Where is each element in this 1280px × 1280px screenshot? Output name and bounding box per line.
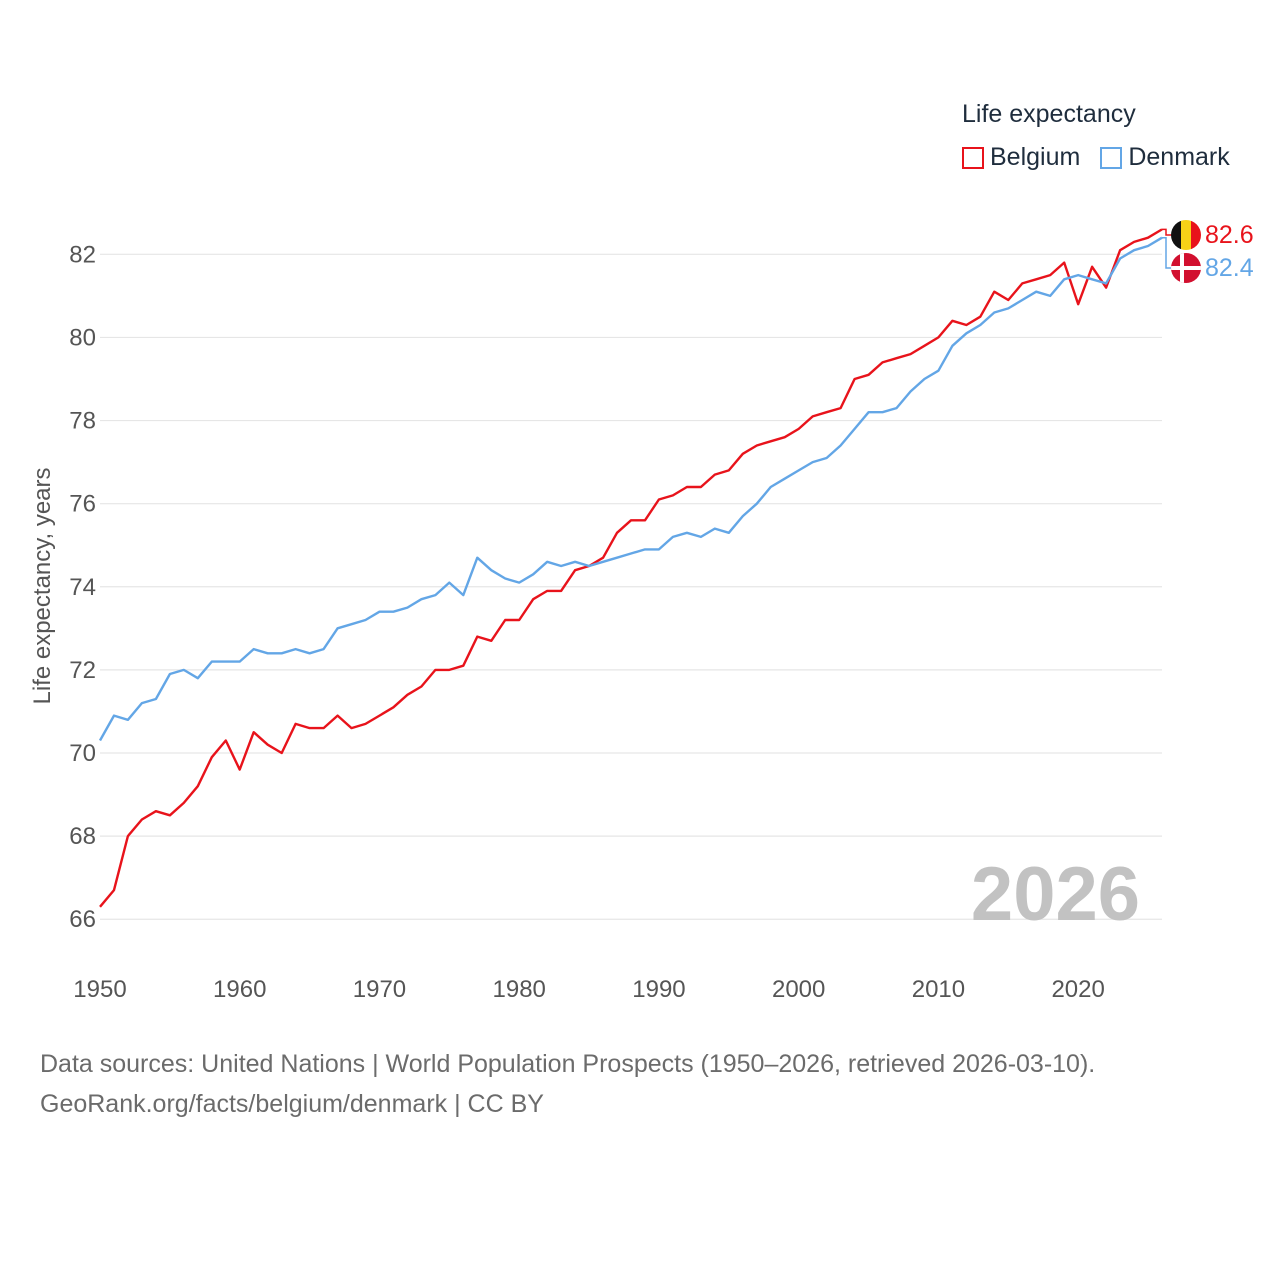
x-tick-label: 1960: [213, 976, 266, 1003]
x-tick-label: 2020: [1051, 976, 1104, 1003]
y-tick-label: 66: [69, 906, 96, 933]
x-tick-label: 1990: [632, 976, 685, 1003]
legend-swatch-belgium: [962, 146, 984, 169]
x-tick-label: 1970: [353, 976, 406, 1003]
y-tick-label: 82: [69, 241, 96, 268]
legend: Belgium Denmark: [962, 143, 1250, 172]
y-axis-label: Life expectancy, years: [29, 467, 56, 704]
denmark-flag-icon: [1171, 253, 1201, 283]
end-connector-belgium: [1162, 228, 1172, 236]
legend-item-denmark[interactable]: Denmark: [1100, 143, 1230, 172]
footer: Data sources: United Nations | World Pop…: [40, 1044, 1095, 1124]
legend-title: Life expectancy: [962, 100, 1136, 128]
series-line-belgium: [99, 228, 1163, 908]
end-value-label-belgium: 82.6: [1205, 221, 1254, 249]
end-connector-denmark: [1162, 236, 1172, 269]
legend-swatch-denmark: [1100, 146, 1123, 169]
y-tick-label: 78: [69, 408, 96, 435]
data-sources-text: Data sources: United Nations | World Pop…: [40, 1050, 1096, 1078]
y-tick-label: 76: [69, 491, 96, 518]
y-tick-label: 80: [69, 324, 96, 351]
legend-label-belgium: Belgium: [990, 143, 1081, 171]
x-tick-label: 2000: [772, 976, 825, 1003]
attribution-link[interactable]: GeoRank.org/facts/belgium/denmark | CC B…: [40, 1090, 544, 1118]
legend-label-denmark: Denmark: [1128, 143, 1230, 171]
x-tick-label: 2010: [912, 976, 965, 1003]
y-tick-label: 72: [69, 657, 96, 684]
series-line-denmark: [98, 236, 1163, 742]
y-tick-label: 68: [69, 823, 96, 850]
y-tick-label: 70: [69, 740, 96, 767]
year-annotation: 2026: [971, 852, 1140, 937]
x-tick-label: 1950: [73, 976, 126, 1003]
end-value-label-denmark: 82.4: [1205, 254, 1254, 282]
legend-item-belgium[interactable]: Belgium: [962, 143, 1080, 172]
y-tick-label: 74: [69, 574, 96, 601]
x-tick-label: 1980: [493, 976, 546, 1003]
belgium-flag-icon: [1171, 220, 1201, 250]
